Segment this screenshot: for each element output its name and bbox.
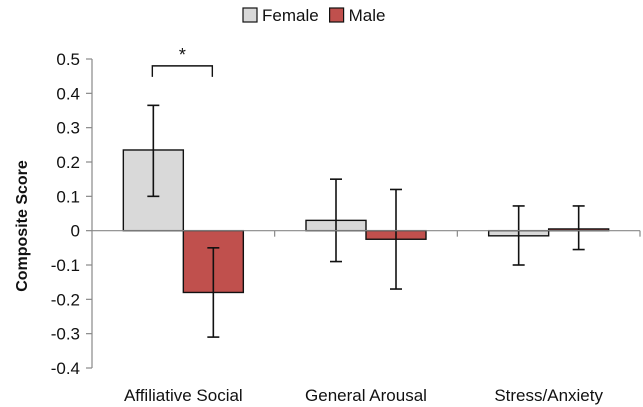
legend-swatch [242, 7, 258, 23]
error-bar-female-3 [512, 205, 525, 266]
y-tick-label: -0.3 [51, 325, 80, 344]
y-tick-label: 0.1 [56, 187, 80, 206]
bars [122, 149, 610, 294]
y-tick-label: 0.2 [56, 153, 80, 172]
x-category-label: Stress/Anxiety [494, 386, 603, 405]
error-bar-male-1 [207, 247, 220, 338]
y-tick-label: -0.4 [51, 359, 80, 378]
y-tick-label: 0.5 [56, 50, 80, 69]
significance-marker: * [179, 45, 186, 65]
legend-item-male: Male [329, 6, 386, 25]
x-axis: Affiliative Social General Arousal Stress/… [92, 230, 641, 405]
y-tick-label: -0.2 [51, 290, 80, 309]
annotations: * [151, 45, 214, 77]
error-bar-male-3 [572, 205, 585, 251]
x-category-label: Affiliative Social [124, 386, 243, 405]
y-tick-label: 0.4 [56, 84, 80, 103]
legend: Female Male [242, 6, 386, 25]
error-bars [147, 104, 585, 338]
y-axis-title: Composite Score [14, 160, 31, 292]
error-bar-female-1 [147, 104, 160, 198]
legend-swatch [329, 7, 345, 23]
y-axis: -0.4 -0.3 -0.2 -0.1 0 0.1 0.2 0.3 0.4 0.5 [51, 50, 93, 378]
legend-label: Female [262, 6, 319, 25]
significance-bracket: * [151, 45, 214, 77]
y-tick-label: 0.3 [56, 119, 80, 138]
y-tick-label: 0 [71, 222, 80, 241]
x-category-label: General Arousal [305, 386, 427, 405]
legend-item-female: Female [242, 6, 319, 25]
legend-label: Male [349, 6, 386, 25]
error-bar-female-2 [330, 178, 342, 263]
error-bar-male-2 [390, 188, 402, 290]
y-tick-label: -0.1 [51, 256, 80, 275]
